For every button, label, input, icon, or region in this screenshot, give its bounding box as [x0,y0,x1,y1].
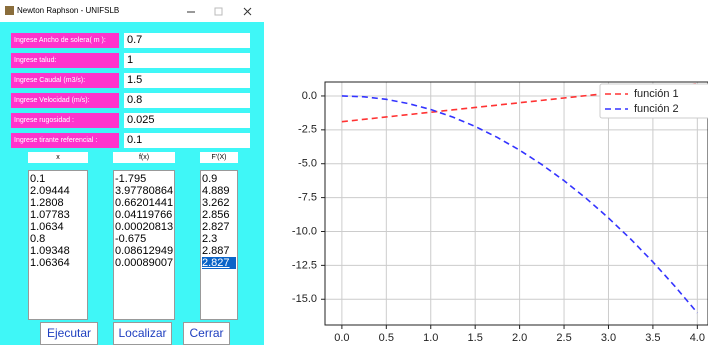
field-label: Ingrese talud: [11,53,119,68]
list-item[interactable]: 2.3 [202,233,236,245]
list-item[interactable]: 0.8 [30,233,86,245]
list-item[interactable]: 1.2808 [30,197,86,209]
x-tick-label: 1.0 [423,332,438,344]
field-label: Ingrese Ancho de solera( m ): [11,33,119,48]
list-item[interactable]: 3.97780864 [115,185,173,197]
list-item[interactable]: 0.9 [202,173,236,185]
x-tick-label: 3.0 [601,332,616,344]
x-tick-label: 0.0 [334,332,349,344]
legend-label: función 2 [634,103,679,115]
x-tick-label: 1.5 [468,332,483,344]
x-tick-label: 2.5 [556,332,571,344]
title-bar: Newton Raphson - UNIFSLB [0,0,264,22]
x-tick-label: 2.0 [512,332,527,344]
y-tick-label: 0.0 [302,90,317,102]
list-header: F'(X) [200,152,238,163]
field-label: Ingrese tirante referencial : [11,133,119,148]
list-header: x [28,152,88,163]
y-tick-label: -2.5 [298,124,317,136]
app-window: Newton Raphson - UNIFSLB Ingrese Ancho d… [0,0,264,345]
list-item[interactable]: 0.1 [30,173,86,185]
y-tick-label: -5.0 [298,158,317,170]
list-item[interactable]: 2.827 [202,221,236,233]
field-label: Ingrese Caudal (m3/s): [11,73,119,88]
button[interactable]: Ejecutar [40,322,98,345]
chart: 0.0 0.5 1.0 1.5 2.0 2.5 3.0 3.5 4.0 0.0 -2.5 -5.0 -7… [265,0,708,345]
list-item[interactable]: 2.09444 [30,185,86,197]
button[interactable]: Cerrar [183,322,230,345]
x-tick-label: 4.0 [690,332,705,344]
field-input[interactable]: 1 [124,53,250,68]
y-tick-label: -7.5 [298,192,317,204]
field-input[interactable]: 0.8 [124,93,250,108]
legend-label: función 1 [634,88,679,100]
list-item[interactable]: 0.04119766 [115,209,173,221]
close[interactable] [244,8,251,15]
field-input[interactable]: 0.1 [124,133,250,148]
list-item[interactable]: -1.795 [115,173,173,185]
app-icon [5,6,14,15]
list-item[interactable]: 3.262 [202,197,236,209]
window-title: Newton Raphson - UNIFSLB [17,6,119,15]
list-item[interactable]: 2.827 [202,257,236,269]
list-header: f(x) [113,152,175,163]
list-item[interactable]: 0.08612949 [115,245,173,257]
list-item[interactable]: 2.856 [202,209,236,221]
list-item[interactable]: 1.09348 [30,245,86,257]
field-input[interactable]: 0.025 [124,113,250,128]
field-input[interactable]: 1.5 [124,73,250,88]
field-label: Ingrese Velocidad (m/s): [11,93,119,108]
list-item[interactable]: 2.887 [202,245,236,257]
y-tick-label: -12.5 [292,259,317,271]
list-item[interactable]: 4.889 [202,185,236,197]
list-item[interactable]: 1.06364 [30,257,86,269]
list-item[interactable]: -0.675 [115,233,173,245]
field-input[interactable]: 0.7 [124,33,250,48]
y-tick-label: -10.0 [292,225,317,237]
list-item[interactable]: 0.00089007 [115,257,173,269]
y-tick-label: -15.0 [292,293,317,305]
list-item[interactable]: 1.07783 [30,209,86,221]
list-item[interactable]: 0.00020813 [115,221,173,233]
page: Newton Raphson - UNIFSLB Ingrese Ancho d… [0,0,708,345]
maximize[interactable] [215,8,222,15]
x-tick-label: 3.5 [645,332,660,344]
field-label: Ingrese rugosidad : [11,113,119,128]
button[interactable]: Localizar [113,322,172,345]
x-tick-label: 0.5 [379,332,394,344]
list-item[interactable]: 0.66201441 [115,197,173,209]
list-item[interactable]: 1.0634 [30,221,86,233]
